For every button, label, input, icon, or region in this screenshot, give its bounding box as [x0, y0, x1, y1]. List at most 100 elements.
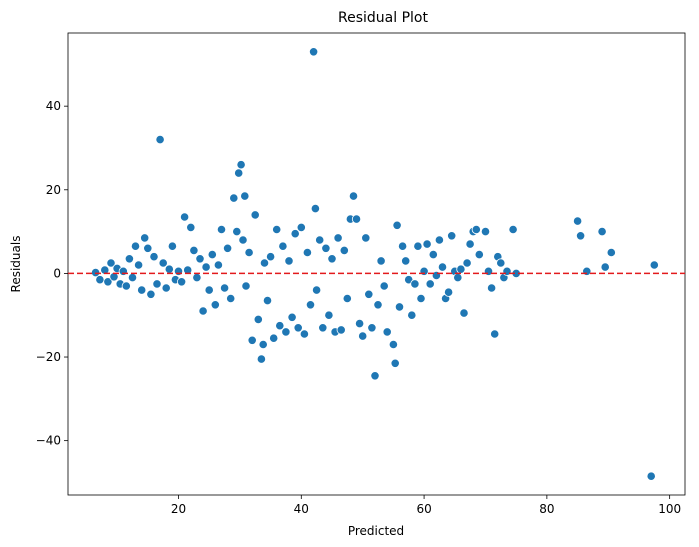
- data-point: [404, 275, 414, 285]
- data-point: [161, 283, 171, 293]
- data-point: [342, 293, 352, 304]
- data-point: [177, 277, 187, 287]
- data-point: [508, 224, 518, 235]
- plot-area: 20 40 60 80 100 −40 −20 0 20 40: [36, 32, 686, 516]
- x-axis: 20 40 60 80 100: [171, 495, 681, 516]
- data-point: [296, 222, 306, 232]
- data-point: [186, 222, 196, 232]
- x-tick-label: 80: [539, 502, 554, 516]
- data-point: [137, 285, 147, 295]
- data-point: [299, 329, 309, 339]
- data-point: [333, 233, 343, 243]
- data-point: [134, 260, 144, 270]
- data-point: [265, 252, 276, 262]
- data-point: [425, 279, 435, 289]
- data-point: [407, 310, 417, 320]
- data-point: [327, 254, 337, 264]
- data-point: [143, 243, 153, 253]
- x-axis-label: Predicted: [348, 524, 404, 538]
- data-point: [447, 231, 457, 241]
- data-point: [370, 371, 380, 381]
- data-point: [195, 254, 205, 264]
- data-point: [358, 331, 368, 341]
- data-point: [434, 235, 444, 245]
- data-point: [216, 224, 227, 235]
- data-point: [318, 323, 328, 333]
- data-point: [278, 241, 288, 251]
- data-point: [483, 266, 494, 276]
- data-point: [410, 279, 420, 289]
- data-point: [204, 285, 214, 295]
- data-points: [91, 47, 659, 481]
- data-point: [502, 266, 512, 276]
- data-point: [189, 245, 199, 255]
- data-point: [382, 327, 392, 337]
- data-point: [471, 224, 481, 235]
- data-point: [244, 247, 254, 258]
- data-point: [379, 281, 389, 291]
- data-point: [453, 272, 463, 283]
- data-point: [572, 216, 583, 226]
- data-point: [247, 335, 257, 345]
- plot-frame: [67, 32, 686, 496]
- data-point: [281, 327, 291, 337]
- data-point: [310, 204, 320, 214]
- data-point: [173, 266, 184, 276]
- data-point: [364, 289, 374, 299]
- data-point: [262, 295, 273, 306]
- data-point: [422, 239, 432, 249]
- y-tick-label: 20: [46, 183, 61, 197]
- data-point: [431, 270, 441, 281]
- data-point: [401, 256, 411, 266]
- y-axis: −40 −20 0 20 40: [36, 99, 68, 448]
- x-tick-label: 40: [294, 502, 309, 516]
- data-point: [130, 241, 141, 251]
- data-point: [354, 318, 365, 329]
- data-point: [373, 300, 383, 310]
- data-point: [223, 243, 233, 253]
- data-point: [149, 252, 159, 262]
- data-point: [575, 231, 586, 241]
- data-point: [474, 250, 484, 260]
- data-point: [287, 312, 297, 322]
- data-point: [256, 354, 266, 364]
- data-point: [158, 258, 168, 268]
- data-point: [275, 321, 285, 331]
- data-point: [348, 191, 359, 201]
- data-point: [290, 229, 300, 239]
- y-tick-label: 40: [46, 99, 61, 113]
- data-point: [234, 168, 244, 178]
- data-point: [167, 241, 177, 251]
- data-point: [269, 333, 279, 343]
- data-point: [456, 264, 466, 274]
- data-point: [121, 281, 131, 291]
- chart-title: Residual Plot: [338, 10, 428, 26]
- y-tick-label: −20: [36, 350, 61, 364]
- data-point: [183, 265, 193, 275]
- data-point: [302, 247, 312, 258]
- data-point: [582, 266, 592, 276]
- data-point: [250, 210, 260, 220]
- data-point: [419, 266, 429, 276]
- data-point: [236, 160, 246, 170]
- data-point: [376, 256, 386, 266]
- data-point: [388, 339, 398, 350]
- data-point: [106, 258, 116, 268]
- data-point: [220, 283, 230, 293]
- data-point: [232, 227, 242, 237]
- data-point: [210, 300, 220, 310]
- data-point: [207, 250, 217, 260]
- data-point: [152, 279, 162, 289]
- data-point: [226, 293, 236, 304]
- data-point: [272, 224, 282, 235]
- data-point: [164, 264, 174, 274]
- data-point: [462, 258, 472, 268]
- data-point: [198, 306, 208, 316]
- data-point: [390, 358, 400, 368]
- data-point: [397, 241, 408, 251]
- data-point: [240, 191, 250, 201]
- y-tick-label: 0: [53, 266, 61, 280]
- data-point: [649, 260, 659, 270]
- data-point: [321, 243, 331, 253]
- data-point: [416, 293, 426, 304]
